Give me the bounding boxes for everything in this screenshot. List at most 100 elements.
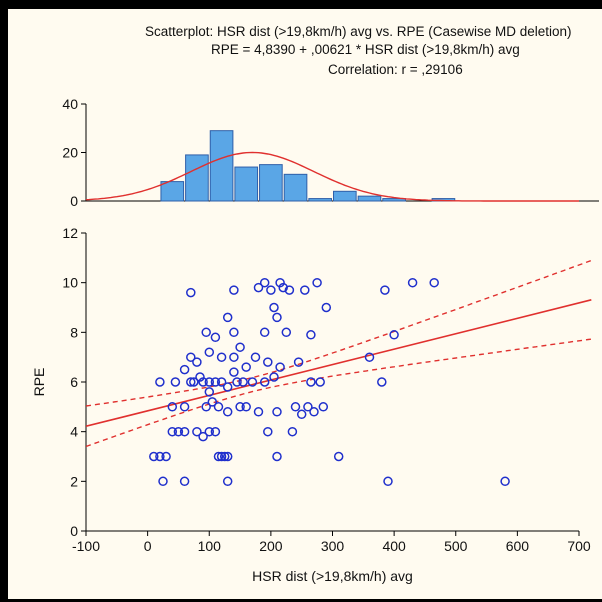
data-point [189,377,199,387]
histogram-plot: 0 20 40 [62,96,599,209]
data-point [204,377,215,387]
scatter-y-tick-label: 0 [70,523,78,539]
data-point [315,377,325,387]
scatter-y-tick-label: 10 [62,275,78,291]
data-point [210,426,221,437]
histogram-bar [333,190,357,202]
data-point [186,352,196,362]
histogram-bar [234,166,259,202]
data-point [207,397,218,407]
data-point [229,352,239,362]
data-point [229,327,239,338]
data-point [155,377,165,387]
data-point [201,402,211,412]
data-point [198,431,208,442]
data-point [204,347,215,357]
data-point [290,402,301,412]
data-point [303,402,313,412]
histogram-y-tick-label: 40 [62,96,78,112]
data-point [389,330,399,340]
data-point [247,377,258,387]
data-point [293,357,304,367]
y-axis-title: RPE [31,368,47,397]
data-point [272,451,282,462]
data-point [253,407,264,417]
data-point [192,426,202,437]
scatter-y-tick-label: 12 [62,225,78,241]
data-point [204,426,215,437]
data-point [170,377,181,387]
data-point [306,330,316,340]
data-point [312,277,322,288]
data-point [167,402,178,412]
data-point [222,382,233,392]
histogram-bar [185,154,209,202]
scatter-y-tick-label: 8 [70,324,78,340]
fit-lines [86,259,592,448]
data-point [222,407,233,417]
data-point [158,476,168,487]
data-point [179,426,190,437]
data-point [333,451,344,462]
scatter-x-tick-label: 500 [444,538,468,554]
scatter-x-tick-label: 0 [144,538,152,554]
data-point [201,327,211,338]
data-point [287,426,298,437]
confidence-band-lower [86,338,592,448]
data-point [321,302,332,313]
data-point [238,377,248,387]
data-point [259,327,270,338]
data-point [380,285,390,295]
histogram-y-tick-label: 0 [70,193,78,209]
data-point [272,312,282,323]
data-point [241,362,251,372]
chart-title: Scatterplot: HSR dist (>19,8km/h) avg vs… [145,24,572,39]
data-point [222,451,233,462]
data-point [407,277,418,288]
histogram-normal-curve [85,151,579,202]
confidence-band-upper [86,259,592,407]
data-point [500,476,510,487]
scatter-x-tick-label: 100 [198,538,222,554]
data-point [269,372,279,382]
regression-equation: RPE = 4,8390 + ,00621 * HSR dist (>19,8k… [211,42,520,57]
data-point [229,367,239,377]
data-point [216,451,227,462]
data-point [259,377,270,387]
data-point [263,426,273,437]
data-point [155,451,165,462]
data-point [253,282,264,293]
data-point [259,277,270,288]
data-point [210,377,221,387]
regression-line [86,299,592,428]
graph-panel: Scatterplot: HSR dist (>19,8km/h) avg vs… [8,9,602,599]
data-point [383,476,393,487]
data-point [186,287,196,298]
data-point [296,409,307,420]
histogram-bar [160,181,185,202]
scatter-x-tick-label: 600 [506,538,530,554]
data-point [377,377,387,387]
data-point [235,342,245,352]
data-point [284,285,295,295]
scatter-y-tick-label: 6 [70,374,78,390]
data-point [213,451,224,462]
data-point [275,362,285,372]
data-point [195,372,205,382]
histogram-bar [308,198,333,202]
x-axis-title: HSR dist (>19,8km/h) avg [252,568,413,584]
data-point [149,451,159,462]
data-point [179,364,190,375]
histogram-bar [259,164,283,202]
scatter-x-tick-label: 300 [321,538,345,554]
scatter-x-tick-label: -100 [72,538,100,554]
data-point [204,387,215,397]
histogram-bar [357,195,382,202]
data-point [269,302,279,313]
data-point [309,407,319,417]
data-point [250,352,261,362]
data-point [210,332,221,343]
